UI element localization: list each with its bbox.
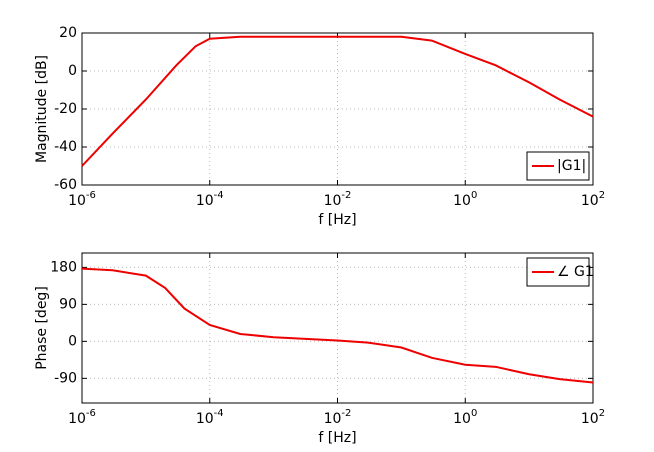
tick-exponent: -6 xyxy=(86,190,96,201)
plot-frame xyxy=(81,32,594,186)
tick-exponent: -4 xyxy=(214,408,224,419)
x-tick-label: 10-6 xyxy=(68,408,96,427)
x-tick-label: 10-6 xyxy=(68,190,96,209)
x-tick-label: 102 xyxy=(581,190,605,209)
x-axis-label: f [Hz] xyxy=(318,430,356,446)
legend-label: |G1| xyxy=(557,158,586,174)
y-axis-label: Phase [deg] xyxy=(34,286,50,370)
y-axis-label: Magnitude [dB] xyxy=(34,55,50,163)
tick-base: 10 xyxy=(196,193,214,209)
tick-exponent: 0 xyxy=(471,190,477,201)
legend-label: ∠ G1 xyxy=(557,264,594,280)
line xyxy=(81,35,594,167)
x-tick-label: 10-4 xyxy=(196,190,224,209)
x-tick-label: 10-2 xyxy=(324,408,352,427)
y-tick-label: 20 xyxy=(59,25,77,41)
line xyxy=(81,267,594,384)
tick-exponent: -4 xyxy=(214,190,224,201)
y-tick-label: 90 xyxy=(59,296,77,312)
tick-base: 10 xyxy=(453,193,471,209)
tick-base: 10 xyxy=(324,193,342,209)
tick-exponent: 2 xyxy=(599,190,605,201)
x-axis-label: f [Hz] xyxy=(318,212,356,228)
y-tick-label: 180 xyxy=(50,259,77,275)
x-tick-label: 100 xyxy=(453,190,477,209)
tick-base: 10 xyxy=(581,411,599,427)
tick-exponent: 2 xyxy=(599,408,605,419)
y-tick-label: -20 xyxy=(54,101,77,117)
tick-exponent: 0 xyxy=(471,408,477,419)
tick-exponent: -6 xyxy=(86,408,96,419)
plot-frame xyxy=(81,252,594,404)
x-tick-label: 10-2 xyxy=(324,190,352,209)
tick-exponent: -2 xyxy=(341,408,351,419)
x-tick-label: 10-4 xyxy=(196,408,224,427)
y-tick-label: -90 xyxy=(54,370,77,386)
tick-exponent: -2 xyxy=(341,190,351,201)
y-tick-label: 0 xyxy=(68,333,77,349)
tick-base: 10 xyxy=(68,411,86,427)
tick-base: 10 xyxy=(581,193,599,209)
tick-base: 10 xyxy=(68,193,86,209)
x-tick-label: 102 xyxy=(581,408,605,427)
y-tick-label: 0 xyxy=(68,63,77,79)
tick-base: 10 xyxy=(196,411,214,427)
y-tick-label: -60 xyxy=(54,177,77,193)
tick-base: 10 xyxy=(453,411,471,427)
tick-base: 10 xyxy=(324,411,342,427)
y-tick-label: -40 xyxy=(54,139,77,155)
x-tick-label: 100 xyxy=(453,408,477,427)
